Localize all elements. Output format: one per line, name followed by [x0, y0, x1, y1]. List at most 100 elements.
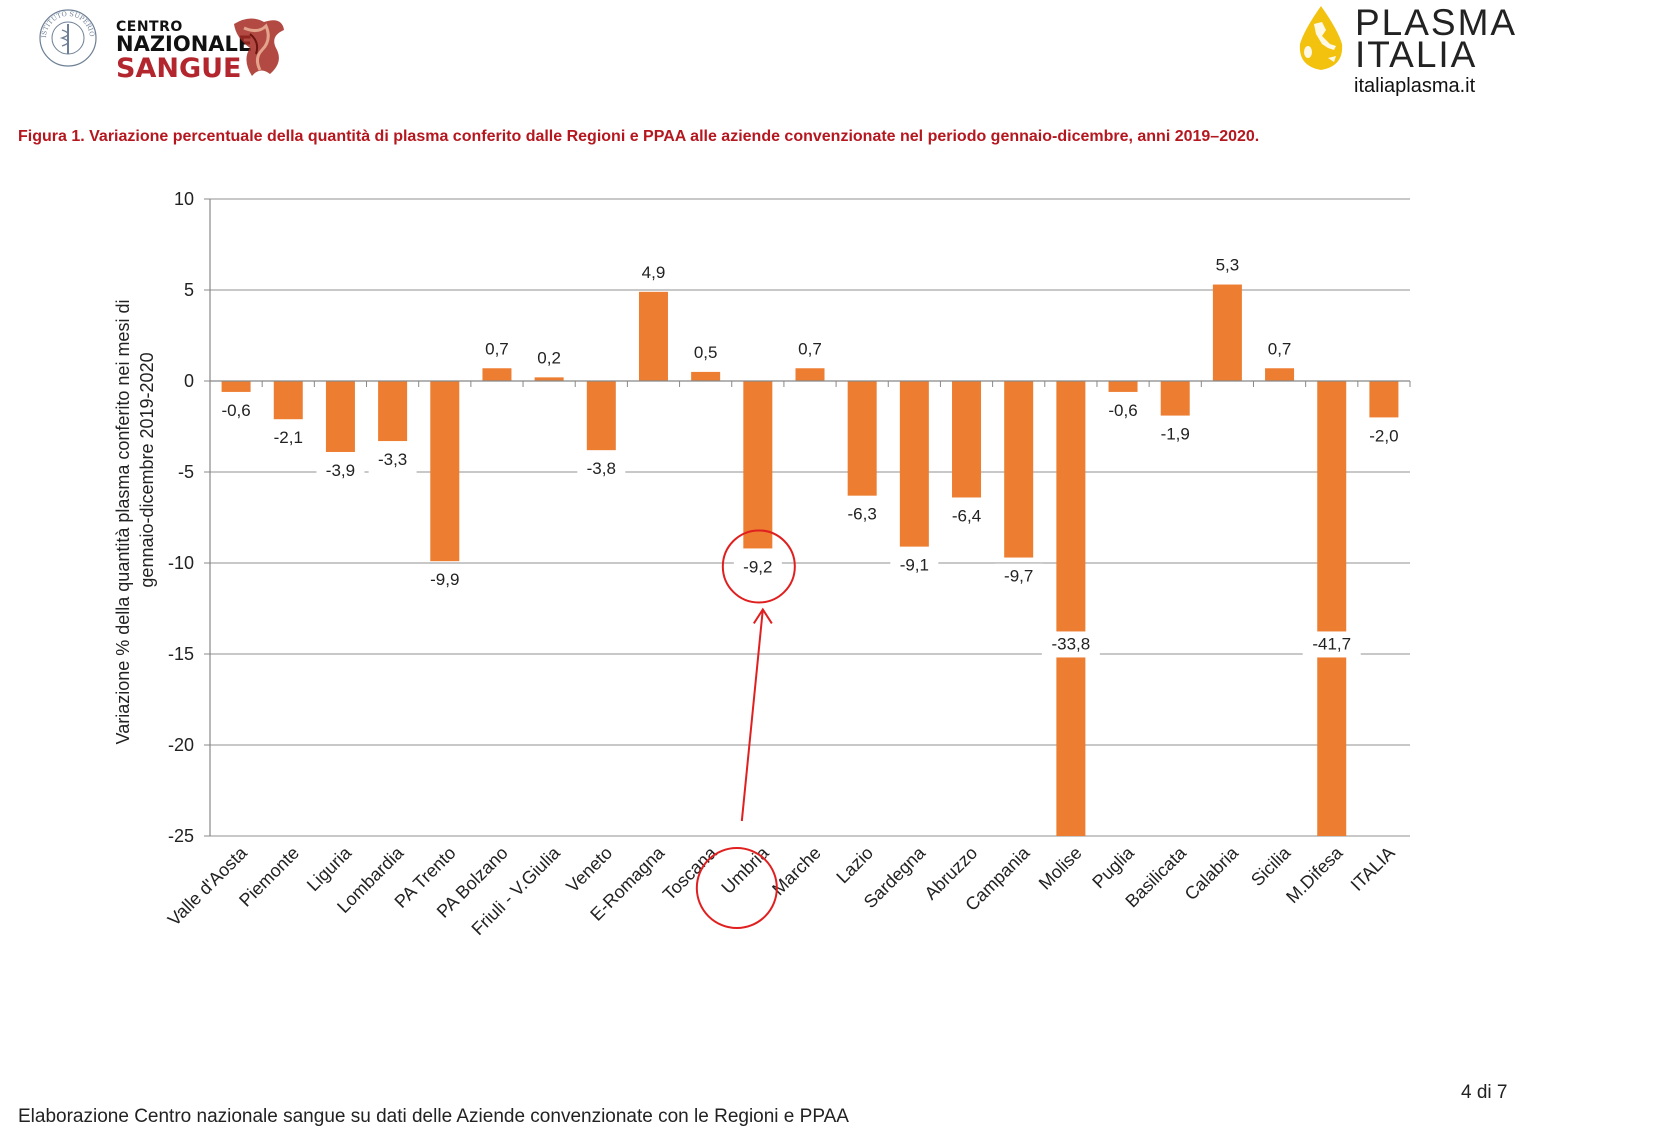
y-tick-label: 0: [184, 371, 194, 391]
bar: [1369, 381, 1399, 418]
data-label: -0,6: [1108, 401, 1137, 420]
y-tick-label: -10: [168, 553, 194, 573]
data-label: 5,3: [1216, 256, 1240, 275]
cns-logo-line1: CENTRO: [116, 19, 183, 35]
annotation-circle-category: [695, 847, 778, 929]
bar: [899, 381, 929, 547]
data-label: 0,5: [694, 343, 718, 362]
bar: [378, 381, 408, 442]
plasma-logo-url: italiaplasma.it: [1354, 75, 1476, 97]
y-axis-label-line1: Variazione % della quantità plasma confe…: [113, 300, 133, 745]
x-tick-label: Calabria: [1181, 842, 1243, 904]
bar: [1056, 381, 1086, 836]
data-label: -6,4: [952, 506, 981, 525]
data-label-bg: [942, 503, 991, 530]
bar: [534, 377, 564, 381]
data-label-bg: [1208, 252, 1247, 279]
data-label-bg: [477, 336, 516, 363]
data-labels: -0,6 -2,1 -3,9 -3,3 -9,9 0,7 0,2 -3,8 4,9 0,5 -9,2…: [212, 252, 1408, 658]
data-label: -3,3: [378, 450, 407, 469]
data-label-bg: [1302, 631, 1361, 658]
data-label-bg: [838, 501, 887, 528]
axes: [204, 198, 1411, 837]
bar: [221, 381, 251, 392]
y-axis-label-line2: gennaio-dicembre 2019-2020: [137, 352, 157, 587]
data-label: -9,2: [743, 557, 772, 576]
annotation-arrowhead: [752, 607, 773, 624]
data-label-bg: [577, 456, 626, 483]
data-label-bg: [212, 397, 261, 424]
figure-title: Figura 1. Variazione percentuale della q…: [18, 128, 1260, 145]
annotation-arrow: [740, 609, 764, 822]
data-label-bg: [733, 554, 782, 581]
data-label: 0,7: [485, 339, 509, 358]
data-label-bg: [791, 336, 829, 363]
x-tick-label: Valle d'Aosta: [164, 842, 252, 930]
bars: [221, 284, 1399, 836]
data-label: -33,8: [1051, 634, 1090, 653]
data-label: 0,7: [1268, 339, 1292, 358]
bar: [325, 381, 355, 452]
x-tick-label: ITALIA: [1347, 843, 1399, 895]
x-tick-label: Molise: [1035, 843, 1086, 894]
data-label-bg: [1041, 631, 1100, 658]
bar: [847, 381, 877, 496]
data-label-bg: [530, 345, 569, 372]
data-label: -3,8: [587, 459, 616, 478]
italy-drop-icon: [1299, 6, 1343, 70]
plasma-logo-line2: ITALIA: [1355, 34, 1478, 75]
data-label: -41,7: [1312, 634, 1351, 653]
data-label: 0,2: [537, 348, 561, 367]
x-tick-label: Puglia: [1088, 842, 1138, 892]
data-label-bg: [1099, 397, 1148, 424]
bar: [430, 381, 460, 562]
data-label: -2,1: [274, 428, 303, 447]
bar: [1317, 381, 1347, 836]
bar: [1265, 368, 1295, 381]
data-label: -3,9: [326, 461, 355, 480]
plasma-logo-line1: PLASMA: [1355, 2, 1518, 43]
bar: [1160, 381, 1190, 416]
bar: [638, 291, 668, 381]
data-label-bg: [1359, 423, 1408, 450]
bar: [586, 381, 616, 451]
annotation: [695, 529, 796, 929]
x-tick-label: Sicilia: [1247, 842, 1295, 890]
data-label-bg: [686, 339, 725, 366]
page-number: 4 di 7: [1461, 1082, 1508, 1103]
cns-logo-line2: NAZIONALE: [116, 32, 253, 56]
blood-splash-icon: [234, 18, 284, 77]
x-tick-label: Friuli - V.Giulia: [468, 842, 565, 939]
y-tick-label: -5: [178, 462, 194, 482]
data-label: 4,9: [642, 263, 666, 282]
data-label-bg: [316, 457, 365, 484]
y-tick-label: 10: [174, 189, 194, 209]
bar: [1004, 381, 1034, 558]
data-label-bg: [994, 563, 1043, 590]
x-tick-label: Toscana: [659, 842, 721, 904]
data-label: -1,9: [1161, 425, 1190, 444]
annotation-circle-value: [721, 529, 796, 604]
bar: [795, 368, 825, 381]
y-tick-label: -20: [168, 735, 194, 755]
bar: [952, 381, 982, 498]
data-label: -9,9: [430, 570, 459, 589]
data-label: -9,7: [1004, 567, 1033, 586]
cns-logo: CENTRO NAZIONALE SANGUE: [116, 20, 252, 82]
data-label: -2,0: [1369, 426, 1398, 445]
data-label-bg: [890, 552, 939, 579]
data-label-bg: [634, 259, 673, 286]
data-label-bg: [1151, 421, 1200, 448]
bar: [743, 381, 773, 549]
bar: [273, 381, 303, 420]
bar: [482, 368, 512, 381]
y-tick-label: -15: [168, 644, 194, 664]
iss-seal-logo: ISTITUTO SUPERIORE DI SANITÀ: [38, 8, 97, 67]
x-tick-label: Lazio: [832, 843, 877, 888]
data-label-bg: [264, 425, 313, 452]
y-tick-label: 5: [184, 280, 194, 300]
data-label: 0,7: [798, 339, 822, 358]
bar: [1212, 284, 1242, 381]
x-tick-label: M.Difesa: [1282, 842, 1347, 907]
